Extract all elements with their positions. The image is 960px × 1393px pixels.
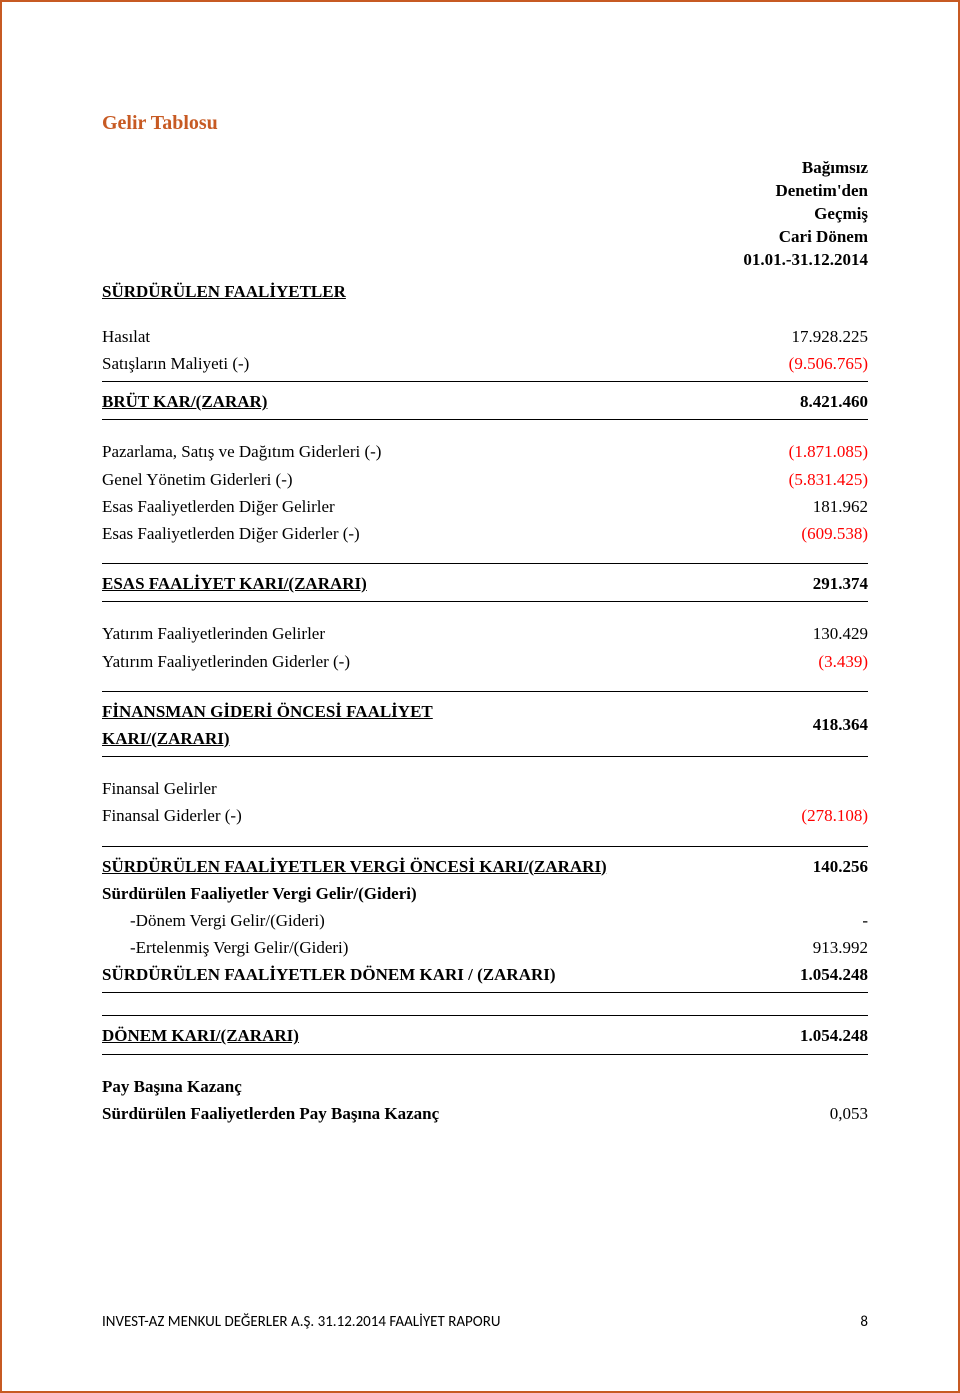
admin-value: (5.831.425) bbox=[718, 466, 868, 493]
revenue-row: Hasılat 17.928.225 bbox=[102, 323, 868, 350]
cogs-value: (9.506.765) bbox=[718, 350, 868, 377]
other-income-value: 181.962 bbox=[718, 493, 868, 520]
header-line-1: Bağımsız bbox=[743, 157, 868, 180]
fin-income-value bbox=[718, 775, 868, 802]
divider bbox=[102, 601, 868, 602]
divider bbox=[102, 1015, 868, 1016]
prefin-value: 418.364 bbox=[718, 711, 868, 738]
eps-heading-row: Pay Başına Kazanç bbox=[102, 1073, 868, 1100]
operating-row: ESAS FAALİYET KARI/(ZARARI) 291.374 bbox=[102, 570, 868, 597]
current-tax-value: - bbox=[718, 907, 868, 934]
gross-label: BRÜT KAR/(ZARAR) bbox=[102, 388, 718, 415]
revenue-value: 17.928.225 bbox=[718, 323, 868, 350]
revenue-label: Hasılat bbox=[102, 323, 718, 350]
divider bbox=[102, 691, 868, 692]
cogs-row: Satışların Maliyeti (-) (9.506.765) bbox=[102, 350, 868, 377]
other-income-label: Esas Faaliyetlerden Diğer Gelirler bbox=[102, 493, 718, 520]
deferred-tax-row: -Ertelenmiş Vergi Gelir/(Gideri) 913.992 bbox=[102, 934, 868, 961]
divider bbox=[102, 419, 868, 420]
continuing-ops-heading-val bbox=[718, 278, 868, 305]
fin-income-row: Finansal Gelirler bbox=[102, 775, 868, 802]
eps-heading: Pay Başına Kazanç bbox=[102, 1073, 718, 1100]
invest-expense-value: (3.439) bbox=[718, 648, 868, 675]
invest-income-row: Yatırım Faaliyetlerinden Gelirler 130.42… bbox=[102, 620, 868, 647]
header-line-3: Geçmiş bbox=[743, 203, 868, 226]
header-line-5: 01.01.-31.12.2014 bbox=[743, 249, 868, 272]
prefin-label: FİNANSMAN GİDERİ ÖNCESİ FAALİYET KARI/(Z… bbox=[102, 698, 718, 752]
footer-left: INVEST-AZ MENKUL DEĞERLER A.Ş. 31.12.201… bbox=[102, 1313, 500, 1331]
fin-expense-row: Finansal Giderler (-) (278.108) bbox=[102, 802, 868, 829]
gross-row: BRÜT KAR/(ZARAR) 8.421.460 bbox=[102, 388, 868, 415]
deferred-tax-label: -Ertelenmiş Vergi Gelir/(Gideri) bbox=[102, 934, 718, 961]
current-tax-label: -Dönem Vergi Gelir/(Gideri) bbox=[102, 907, 718, 934]
divider bbox=[102, 381, 868, 382]
column-header-block: Bağımsız Denetim'den Geçmiş Cari Dönem 0… bbox=[102, 157, 868, 272]
marketing-value: (1.871.085) bbox=[718, 438, 868, 465]
eps-heading-val bbox=[718, 1073, 868, 1100]
divider bbox=[102, 1054, 868, 1055]
fin-expense-value: (278.108) bbox=[718, 802, 868, 829]
eps-label: Sürdürülen Faaliyetlerden Pay Başına Kaz… bbox=[102, 1100, 718, 1127]
pretax-value: 140.256 bbox=[718, 853, 868, 880]
tax-heading-row: Sürdürülen Faaliyetler Vergi Gelir/(Gide… bbox=[102, 880, 868, 907]
cogs-label: Satışların Maliyeti (-) bbox=[102, 350, 718, 377]
page-frame: Gelir Tablosu Bağımsız Denetim'den Geçmi… bbox=[0, 0, 960, 1393]
invest-expense-row: Yatırım Faaliyetlerinden Giderler (-) (3… bbox=[102, 648, 868, 675]
marketing-row: Pazarlama, Satış ve Dağıtım Giderleri (-… bbox=[102, 438, 868, 465]
invest-expense-label: Yatırım Faaliyetlerinden Giderler (-) bbox=[102, 648, 718, 675]
prefin-row: FİNANSMAN GİDERİ ÖNCESİ FAALİYET KARI/(Z… bbox=[102, 698, 868, 752]
column-header-lines: Bağımsız Denetim'den Geçmiş Cari Dönem 0… bbox=[743, 157, 868, 272]
document-title: Gelir Tablosu bbox=[102, 112, 868, 135]
admin-row: Genel Yönetim Giderleri (-) (5.831.425) bbox=[102, 466, 868, 493]
operating-label: ESAS FAALİYET KARI/(ZARARI) bbox=[102, 570, 718, 597]
operating-value: 291.374 bbox=[718, 570, 868, 597]
deferred-tax-value: 913.992 bbox=[718, 934, 868, 961]
continuing-ops-heading: SÜRDÜRÜLEN FAALİYETLER bbox=[102, 278, 718, 305]
period-ops-value: 1.054.248 bbox=[718, 961, 868, 988]
fin-income-label: Finansal Gelirler bbox=[102, 775, 718, 802]
net-row: DÖNEM KARI/(ZARARI) 1.054.248 bbox=[102, 1022, 868, 1049]
net-label: DÖNEM KARI/(ZARARI) bbox=[102, 1022, 718, 1049]
divider bbox=[102, 846, 868, 847]
divider bbox=[102, 992, 868, 993]
net-value: 1.054.248 bbox=[718, 1022, 868, 1049]
footer-page-number: 8 bbox=[860, 1313, 868, 1331]
prefin-label-line2: KARI/(ZARARI) bbox=[102, 729, 230, 748]
pretax-label: SÜRDÜRÜLEN FAALİYETLER VERGİ ÖNCESİ KARI… bbox=[102, 853, 718, 880]
fin-expense-label: Finansal Giderler (-) bbox=[102, 802, 718, 829]
tax-heading: Sürdürülen Faaliyetler Vergi Gelir/(Gide… bbox=[102, 880, 718, 907]
period-ops-label: SÜRDÜRÜLEN FAALİYETLER DÖNEM KARI / (ZAR… bbox=[102, 961, 718, 988]
marketing-label: Pazarlama, Satış ve Dağıtım Giderleri (-… bbox=[102, 438, 718, 465]
header-line-2: Denetim'den bbox=[743, 180, 868, 203]
current-tax-row: -Dönem Vergi Gelir/(Gideri) - bbox=[102, 907, 868, 934]
page-footer: INVEST-AZ MENKUL DEĞERLER A.Ş. 31.12.201… bbox=[102, 1313, 868, 1331]
other-expense-row: Esas Faaliyetlerden Diğer Giderler (-) (… bbox=[102, 520, 868, 547]
header-line-4: Cari Dönem bbox=[743, 226, 868, 249]
period-ops-row: SÜRDÜRÜLEN FAALİYETLER DÖNEM KARI / (ZAR… bbox=[102, 961, 868, 988]
tax-heading-val bbox=[718, 880, 868, 907]
prefin-label-line1: FİNANSMAN GİDERİ ÖNCESİ FAALİYET bbox=[102, 702, 433, 721]
gross-value: 8.421.460 bbox=[718, 388, 868, 415]
divider bbox=[102, 563, 868, 564]
eps-row: Sürdürülen Faaliyetlerden Pay Başına Kaz… bbox=[102, 1100, 868, 1127]
continuing-ops-heading-row: SÜRDÜRÜLEN FAALİYETLER bbox=[102, 278, 868, 305]
other-expense-value: (609.538) bbox=[718, 520, 868, 547]
eps-value: 0,053 bbox=[718, 1100, 868, 1127]
admin-label: Genel Yönetim Giderleri (-) bbox=[102, 466, 718, 493]
divider bbox=[102, 756, 868, 757]
invest-income-label: Yatırım Faaliyetlerinden Gelirler bbox=[102, 620, 718, 647]
pretax-row: SÜRDÜRÜLEN FAALİYETLER VERGİ ÖNCESİ KARI… bbox=[102, 853, 868, 880]
invest-income-value: 130.429 bbox=[718, 620, 868, 647]
other-expense-label: Esas Faaliyetlerden Diğer Giderler (-) bbox=[102, 520, 718, 547]
other-income-row: Esas Faaliyetlerden Diğer Gelirler 181.9… bbox=[102, 493, 868, 520]
